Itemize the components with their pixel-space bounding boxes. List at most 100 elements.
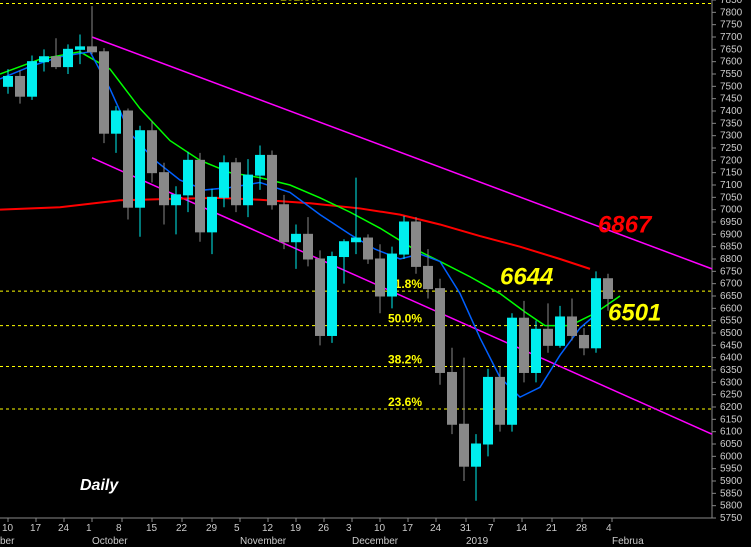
x-axis-month: December xyxy=(352,536,399,547)
y-axis-label: 5900 xyxy=(720,476,743,487)
x-axis-tick: 10 xyxy=(374,523,386,534)
timeframe-label: Daily xyxy=(80,477,119,494)
y-axis-label: 7350 xyxy=(720,118,743,129)
x-axis-tick: 24 xyxy=(58,523,70,534)
candle-body xyxy=(52,57,61,67)
x-axis-tick: 24 xyxy=(430,523,442,534)
candle-body xyxy=(520,318,529,372)
y-axis-label: 7700 xyxy=(720,32,743,43)
candle-body xyxy=(592,279,601,348)
fib-level-label: 38.2% xyxy=(388,353,422,367)
candle-body xyxy=(280,205,289,242)
candle-body xyxy=(220,163,229,198)
x-axis-tick: 12 xyxy=(262,523,274,534)
x-axis-tick: 7 xyxy=(488,523,494,534)
candle-body xyxy=(448,372,457,424)
candle-body xyxy=(292,234,301,241)
x-axis-tick: 15 xyxy=(146,523,158,534)
x-axis-tick: 31 xyxy=(460,523,472,534)
candle-body xyxy=(196,160,205,232)
y-axis-label: 7650 xyxy=(720,44,743,55)
y-axis-label: 6700 xyxy=(720,279,743,290)
y-axis-label: 6550 xyxy=(720,316,743,327)
y-axis-label: 7450 xyxy=(720,94,743,105)
y-axis-label: 6950 xyxy=(720,217,743,228)
candle-body xyxy=(544,329,553,345)
candle-body xyxy=(172,195,181,205)
candle-body xyxy=(436,289,445,373)
candle-body xyxy=(508,318,517,424)
y-axis-label: 7850 xyxy=(720,0,743,6)
y-axis-label: 7400 xyxy=(720,106,743,117)
candle-body xyxy=(76,47,85,49)
candle-body xyxy=(232,163,241,205)
y-axis-label: 7200 xyxy=(720,155,743,166)
candle-body xyxy=(352,238,361,242)
y-axis-label: 5800 xyxy=(720,501,743,512)
x-axis-tick: 29 xyxy=(206,523,218,534)
y-axis-label: 7550 xyxy=(720,69,743,80)
x-axis-month: November xyxy=(240,536,287,547)
candle-body xyxy=(112,111,121,133)
x-axis-tick: 10 xyxy=(2,523,14,534)
x-axis-tick: 14 xyxy=(516,523,528,534)
candle-body xyxy=(328,257,337,336)
y-axis-label: 7750 xyxy=(720,20,743,31)
price-annotation: 6867 xyxy=(598,212,653,239)
candle-body xyxy=(496,377,505,424)
y-axis-label: 6150 xyxy=(720,414,743,425)
candle-body xyxy=(304,234,313,259)
x-axis-tick: 4 xyxy=(606,523,612,534)
y-axis-label: 6100 xyxy=(720,427,743,438)
candle-body xyxy=(484,377,493,444)
candle-body xyxy=(604,279,613,299)
candle-body xyxy=(424,266,433,288)
candle-body xyxy=(364,238,373,259)
candle-body xyxy=(64,49,73,66)
candle-body xyxy=(136,131,145,207)
x-axis-tick: 22 xyxy=(176,523,188,534)
y-axis-label: 6050 xyxy=(720,439,743,450)
y-axis-label: 7500 xyxy=(720,81,743,92)
price-chart[interactable]: 5750580058505900595060006050610061506200… xyxy=(0,0,751,547)
candle-body xyxy=(532,329,541,372)
x-axis-month: October xyxy=(92,536,128,547)
fib-level-label: 50.0% xyxy=(388,312,422,326)
y-axis-label: 6400 xyxy=(720,353,743,364)
candle-body xyxy=(244,175,253,205)
x-axis-tick: 5 xyxy=(234,523,240,534)
y-axis-label: 7150 xyxy=(720,168,743,179)
x-axis-tick: 19 xyxy=(290,523,302,534)
y-axis-label: 6300 xyxy=(720,377,743,388)
y-axis-label: 5950 xyxy=(720,464,743,475)
candle-body xyxy=(580,335,589,347)
x-axis-month: 2019 xyxy=(466,536,489,547)
x-axis-tick: 8 xyxy=(116,523,122,534)
candle-body xyxy=(472,444,481,466)
fib-level-label: 161.8% xyxy=(280,0,321,3)
candle-body xyxy=(268,155,277,204)
candle-body xyxy=(16,76,25,96)
y-axis-label: 5750 xyxy=(720,513,743,524)
candle-body xyxy=(88,47,97,52)
y-axis-label: 6500 xyxy=(720,328,743,339)
y-axis-label: 6200 xyxy=(720,402,743,413)
y-axis-label: 6850 xyxy=(720,242,743,253)
y-axis-label: 5850 xyxy=(720,488,743,499)
price-annotation: 6501 xyxy=(608,299,661,326)
candle-body xyxy=(400,222,409,254)
candle-body xyxy=(460,424,469,466)
x-axis-month: Februa xyxy=(612,536,644,547)
y-axis-label: 6350 xyxy=(720,365,743,376)
x-axis-tick: 17 xyxy=(30,523,42,534)
x-axis-month: ber xyxy=(0,536,15,547)
y-axis-label: 7100 xyxy=(720,180,743,191)
y-axis-label: 6450 xyxy=(720,340,743,351)
candle-body xyxy=(160,173,169,205)
candle-body xyxy=(148,131,157,173)
candle-body xyxy=(40,57,49,62)
y-axis-label: 7250 xyxy=(720,143,743,154)
y-axis-label: 7050 xyxy=(720,192,743,203)
y-axis-label: 6800 xyxy=(720,254,743,265)
x-axis-tick: 17 xyxy=(402,523,414,534)
